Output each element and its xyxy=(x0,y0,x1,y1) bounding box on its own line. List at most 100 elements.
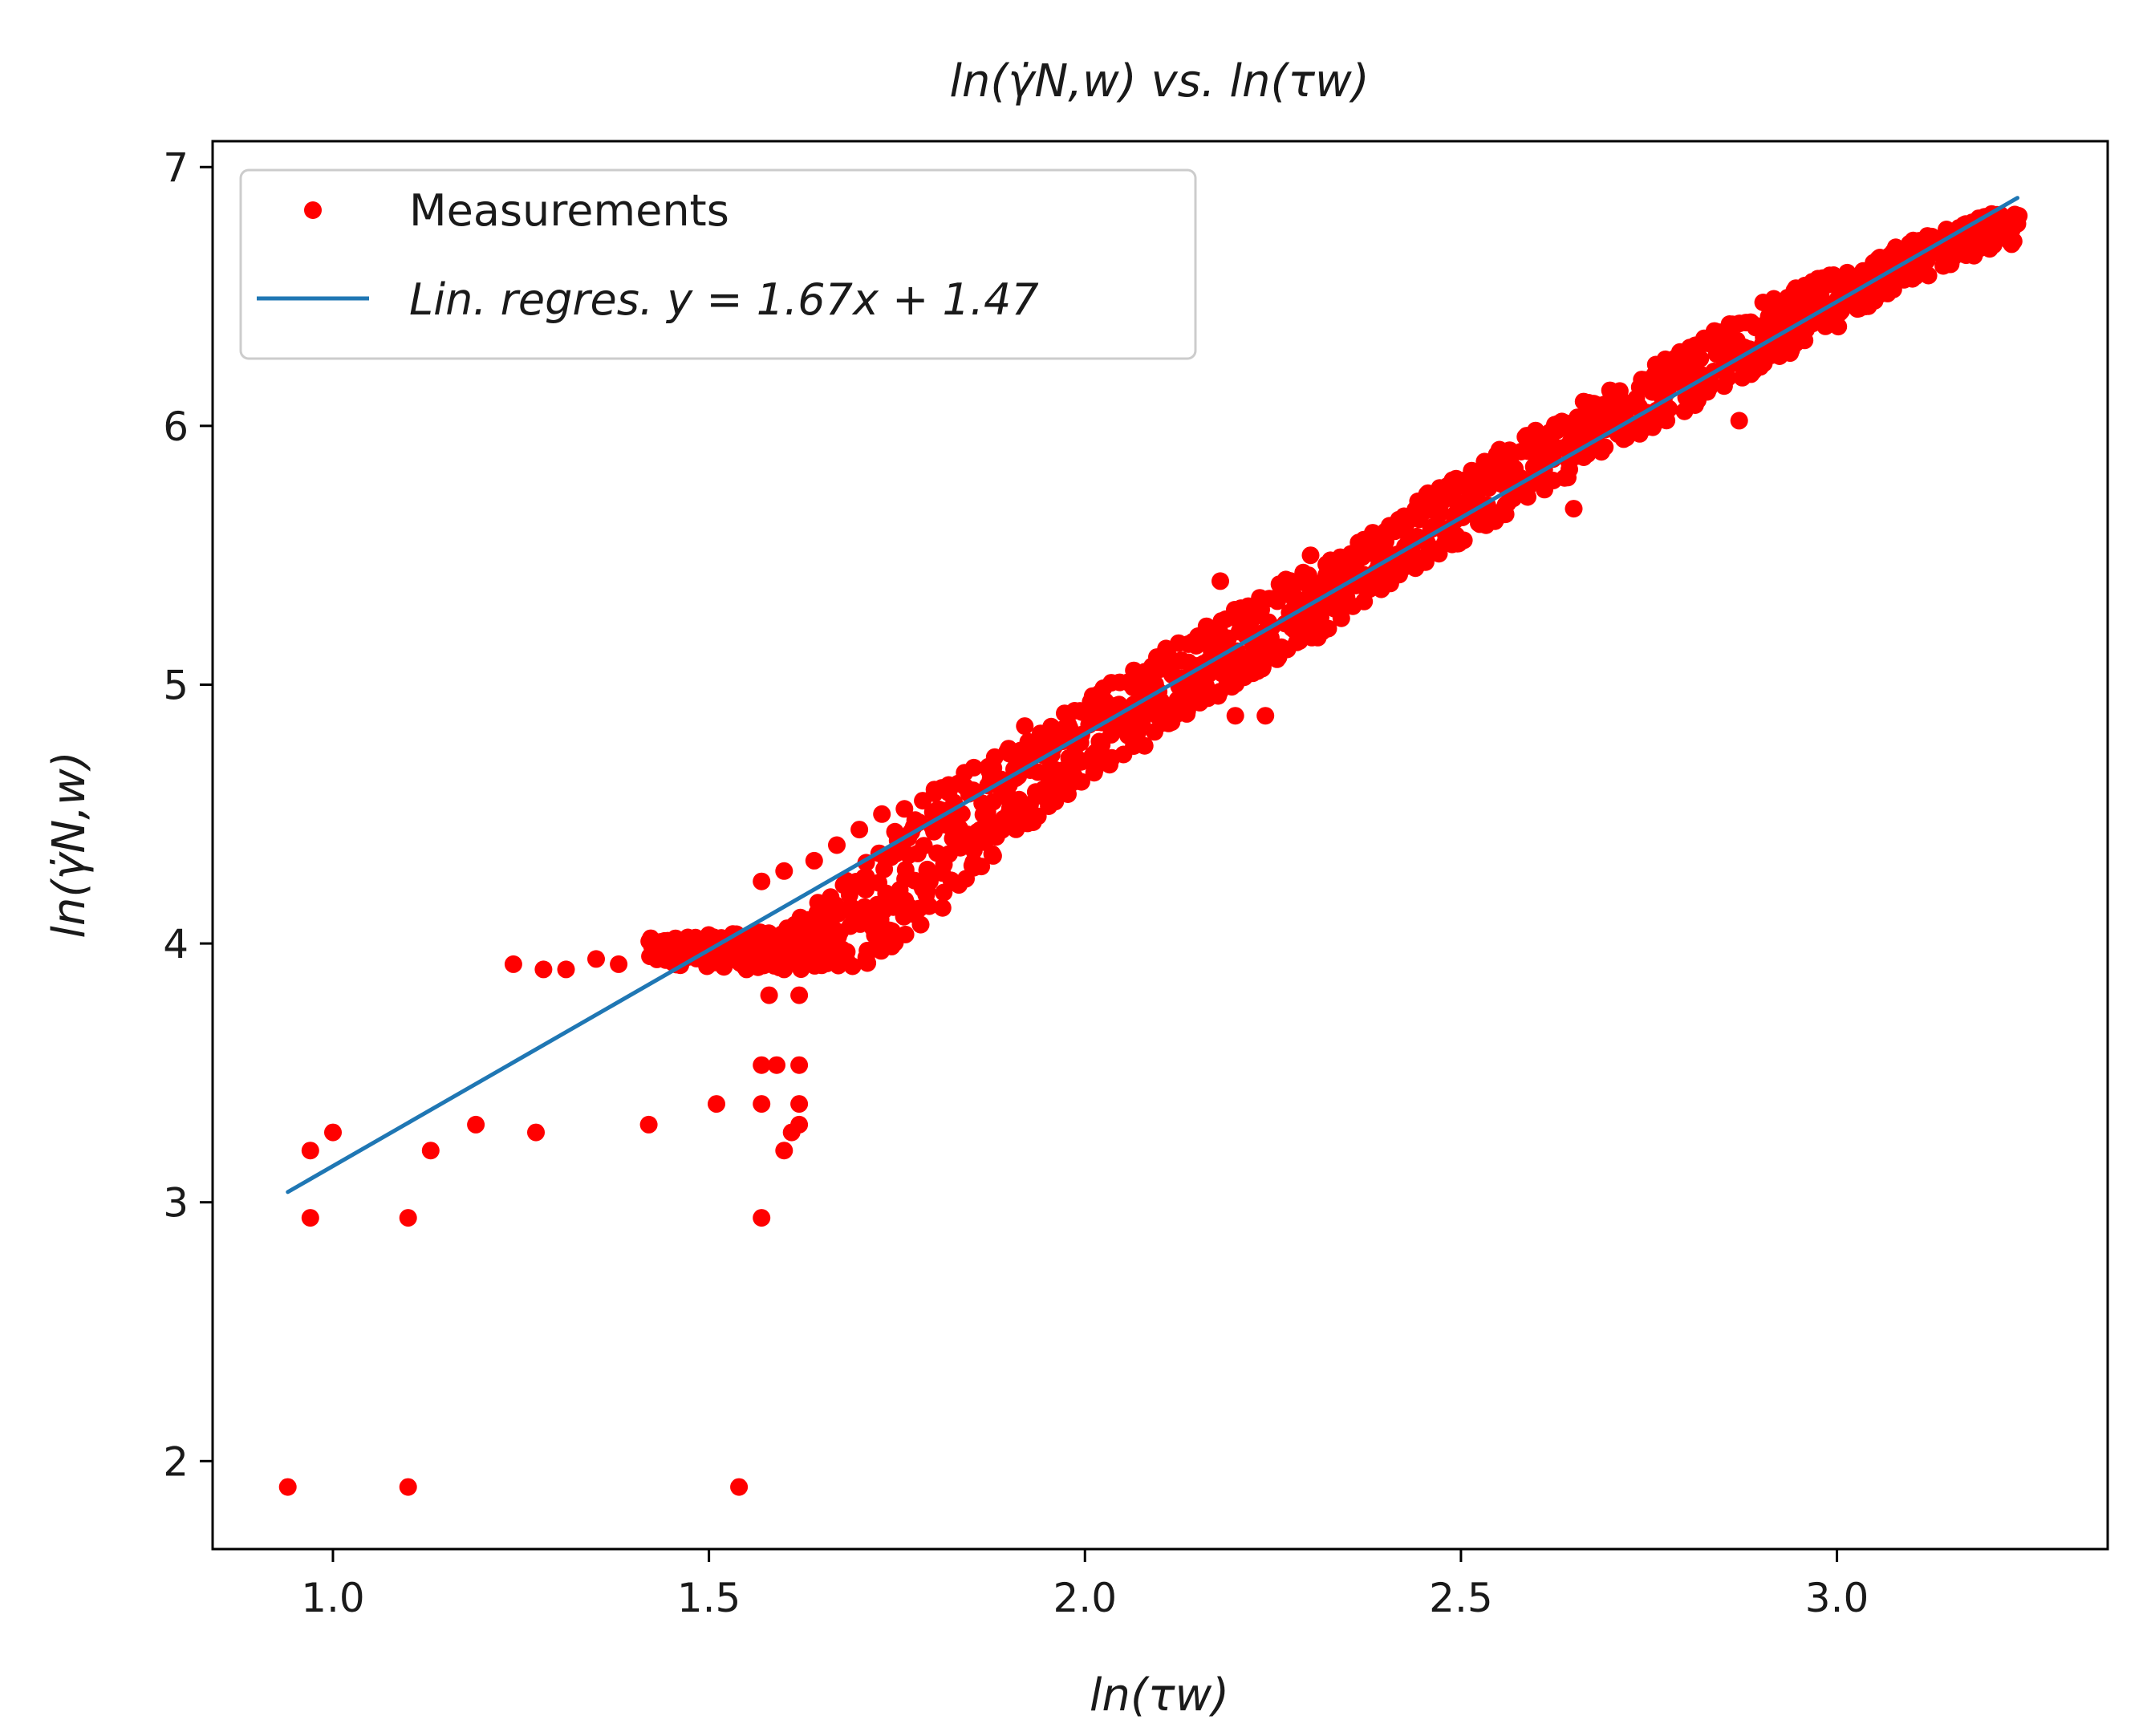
y-tick-label-3: 5 xyxy=(163,662,189,708)
measurement-point xyxy=(2010,207,2028,225)
measurement-point xyxy=(557,960,575,979)
measurement-point xyxy=(278,1478,297,1496)
measurement-point xyxy=(1281,572,1299,590)
measurement-point xyxy=(1565,500,1583,518)
measurement-point xyxy=(850,821,869,839)
measurement-point xyxy=(1702,375,1720,393)
x-tick-label-2: 2.0 xyxy=(1053,1575,1118,1621)
legend-marker-measurements xyxy=(304,201,322,219)
measurement-point xyxy=(768,1056,785,1074)
regression-line-layer xyxy=(286,196,2020,1195)
measurement-point xyxy=(775,960,793,979)
measurement-point xyxy=(639,1115,658,1134)
y-tick-label-5: 7 xyxy=(163,144,189,191)
measurement-point xyxy=(534,960,553,979)
measurement-point xyxy=(933,898,952,917)
legend: Measurements Lin. regres. y = 1.67x + 1.… xyxy=(239,168,1197,360)
measurement-point xyxy=(2001,225,2019,244)
measurement-point xyxy=(790,986,809,1004)
measurement-point xyxy=(972,858,991,876)
measurement-point xyxy=(324,1123,342,1142)
measurement-point xyxy=(843,957,862,975)
measurement-point xyxy=(753,1056,771,1074)
measurement-point xyxy=(421,1142,440,1160)
measurement-point xyxy=(920,897,939,915)
measurement-point xyxy=(895,800,914,818)
measurement-point xyxy=(1596,438,1614,456)
measurement-point xyxy=(1730,412,1748,430)
measurement-point xyxy=(301,1142,319,1160)
measurement-point xyxy=(1561,460,1578,479)
measurement-point xyxy=(504,955,522,973)
axis-ticks: 1.0 1.5 2.0 2.5 3.0 2 3 4 5 6 7 xyxy=(163,144,1869,1621)
measurement-point xyxy=(775,1142,793,1160)
measurement-point xyxy=(1660,400,1678,418)
x-tick-label-3: 2.5 xyxy=(1429,1575,1493,1621)
measurement-point xyxy=(587,950,605,968)
measurement-point xyxy=(1247,603,1265,621)
measurement-point xyxy=(1610,382,1629,400)
measurement-point xyxy=(527,1123,545,1142)
measurement-point xyxy=(915,837,933,855)
measurement-point xyxy=(1552,412,1571,431)
measurement-point xyxy=(760,986,778,1004)
regression-line xyxy=(286,196,2020,1195)
measurement-point xyxy=(1319,619,1337,638)
x-tick-label-1: 1.5 xyxy=(677,1575,741,1621)
measurement-point xyxy=(873,805,891,823)
legend-label-regression: Lin. regres. y = 1.67x + 1.47 xyxy=(409,274,1039,325)
measurement-point xyxy=(737,960,756,979)
measurement-point xyxy=(730,1478,749,1496)
measurement-point xyxy=(790,1056,809,1074)
measurement-point xyxy=(1719,368,1737,387)
measurement-point xyxy=(956,764,974,782)
measurement-point xyxy=(997,782,1016,801)
measurement-point xyxy=(1226,707,1244,725)
measurement-point xyxy=(1301,546,1320,565)
measurement-point xyxy=(983,845,1001,863)
measurement-point xyxy=(1919,266,1938,285)
legend-box xyxy=(239,168,1197,360)
measurement-point xyxy=(1211,572,1229,590)
y-axis-label: ln(γ̇N,w) xyxy=(43,751,95,938)
measurement-point xyxy=(790,1115,809,1134)
measurement-point xyxy=(1256,707,1275,725)
x-tick-label-0: 1.0 xyxy=(301,1575,365,1621)
measurement-point xyxy=(1151,660,1169,679)
measurement-point xyxy=(1016,717,1034,736)
chart-title: ln(γ̇N,w) vs. ln(τw) xyxy=(949,55,1369,107)
y-tick-label-0: 2 xyxy=(163,1438,189,1485)
measurement-point xyxy=(753,1095,771,1113)
measurement-point xyxy=(1135,736,1154,755)
measurement-point xyxy=(883,922,901,940)
measurement-point xyxy=(1101,756,1118,774)
measurement-point xyxy=(775,862,793,880)
measurement-point xyxy=(920,872,939,890)
measurement-point xyxy=(753,1209,771,1227)
y-tick-label-1: 3 xyxy=(163,1180,189,1227)
measurement-point xyxy=(925,785,944,802)
measurement-point xyxy=(790,1095,809,1113)
axes-frame xyxy=(211,140,2109,1551)
plot-area xyxy=(278,196,2028,1496)
measurement-point xyxy=(828,836,846,854)
legend-label-measurements: Measurements xyxy=(409,185,729,236)
measurement-point xyxy=(858,954,877,972)
y-tick-label-4: 6 xyxy=(163,404,189,450)
measurement-point xyxy=(399,1478,417,1496)
measurement-points xyxy=(278,205,2028,1496)
measurement-point xyxy=(985,748,1004,766)
measurement-point xyxy=(399,1209,417,1227)
measurement-point xyxy=(753,872,771,890)
measurement-point xyxy=(1072,773,1090,791)
measurement-point xyxy=(1455,531,1473,550)
y-tick-label-2: 4 xyxy=(163,921,189,967)
measurement-point xyxy=(1519,488,1536,506)
measurement-point xyxy=(896,925,915,943)
measurement-point xyxy=(1332,609,1350,627)
measurement-point xyxy=(805,851,823,870)
x-axis-label: ln(τw) xyxy=(1090,1669,1229,1722)
measurement-point xyxy=(911,915,930,934)
x-tick-label-4: 3.0 xyxy=(1805,1575,1869,1621)
